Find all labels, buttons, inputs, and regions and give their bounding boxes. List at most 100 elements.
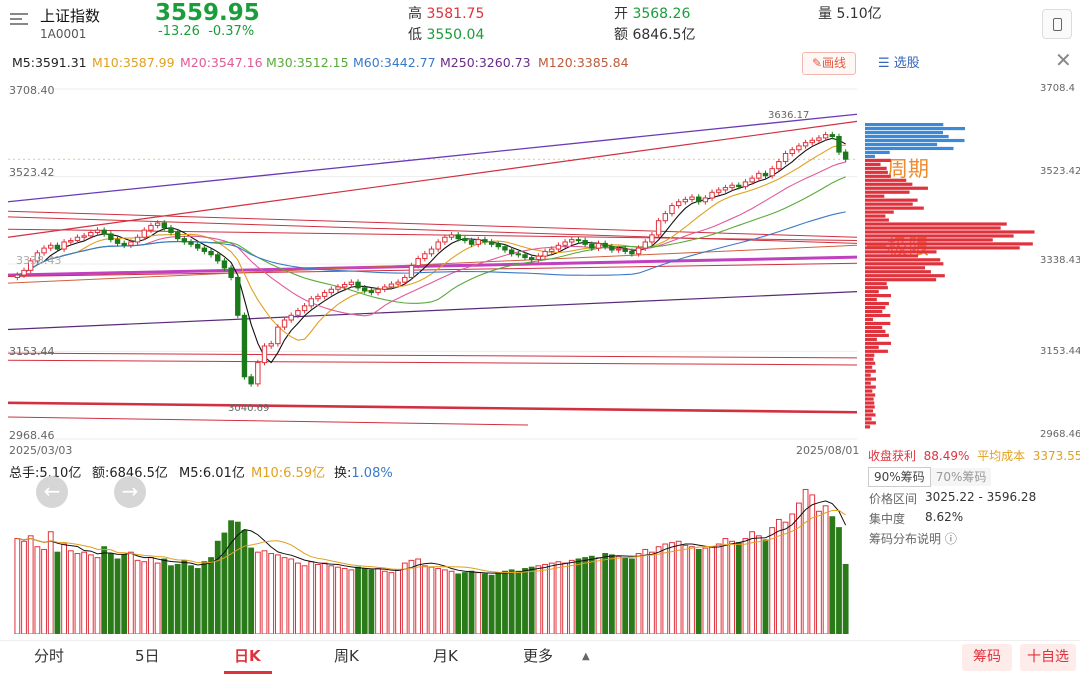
ma30-legend: M30:3512.15 [266, 55, 349, 70]
candle-body [74, 236, 81, 242]
landscape-toggle-button[interactable] [1042, 9, 1072, 39]
volume-bar [114, 558, 121, 634]
volume-bar [441, 569, 448, 634]
tab-intraday[interactable]: 分时 [34, 647, 65, 665]
tab-daily-k[interactable]: 日K [234, 647, 261, 665]
volume-bar [842, 563, 849, 634]
volume-bar [762, 539, 769, 634]
chip-bar [865, 170, 888, 174]
volume-bar [782, 521, 789, 634]
close-icon[interactable]: ✕ [1055, 48, 1072, 72]
chip-bar [865, 194, 885, 198]
chip-bar [865, 357, 874, 361]
chip-bar [865, 381, 871, 385]
candle-body [475, 239, 481, 245]
volume-bar [154, 562, 161, 634]
chip-bar [865, 238, 993, 242]
chips-button[interactable]: 筹码 [962, 644, 1012, 671]
chip-help-link[interactable]: 筹码分布说明 ⓘ [869, 530, 957, 547]
chip-bar [865, 166, 887, 170]
candle-body [609, 246, 615, 251]
tab-5day[interactable]: 5日 [135, 647, 160, 665]
menu-icon[interactable] [10, 13, 28, 25]
caret-up-icon[interactable]: ▲ [582, 651, 590, 662]
tab-70-chips[interactable]: 70%筹码 [930, 468, 992, 486]
high-stat: 高 3581.75 [408, 3, 484, 23]
volume-bar [87, 554, 94, 634]
candle-body [742, 181, 749, 188]
candle-body [589, 243, 595, 249]
draw-line-label: 画线 [822, 56, 847, 70]
candle-body [81, 235, 87, 238]
volume-bar [221, 532, 228, 634]
candle-body [649, 234, 655, 243]
turnover-value: 1.08% [351, 466, 393, 481]
candlestick-chart[interactable] [8, 83, 857, 440]
volume-chart[interactable] [8, 480, 857, 634]
tab-more[interactable]: 更多 [523, 647, 554, 665]
chip-y-c: 3153.44 [1040, 346, 1080, 357]
stock-code: 1A0001 [40, 27, 87, 41]
candle-body [662, 213, 668, 222]
volume-bar [355, 566, 361, 634]
add-watchlist-button[interactable]: 十自选 [1020, 644, 1076, 671]
candle-body [281, 319, 288, 328]
candle-body [782, 153, 789, 163]
stock-pick-label: 选股 [893, 56, 920, 71]
volume-bar [174, 563, 181, 634]
chip-bar [865, 190, 910, 194]
trend-line [8, 255, 857, 277]
scroll-left-button[interactable]: ← [36, 476, 68, 508]
stock-name: 上证指数 [40, 7, 101, 25]
volume-bar [361, 568, 368, 634]
candle-body [201, 247, 208, 252]
candle-body [134, 236, 141, 243]
candle-body [729, 184, 735, 189]
candle-body [382, 286, 388, 290]
tab-monthly-k[interactable]: 月K [433, 647, 458, 665]
chip-bar [865, 421, 876, 425]
chip-bar [865, 134, 949, 139]
volume-bar [121, 554, 128, 634]
scroll-right-button[interactable]: → [114, 476, 146, 508]
chip-bar [865, 282, 887, 286]
chip-bar [865, 333, 889, 337]
amount-value: 6846.5亿 [632, 27, 696, 43]
volume-bar [669, 542, 675, 634]
pencil-icon: ✎ [811, 56, 823, 70]
volume-bar [508, 569, 515, 634]
chip-bar [865, 158, 891, 162]
volume-bar [655, 546, 662, 634]
low-label: 低 [408, 27, 422, 43]
chip-bar [865, 377, 876, 381]
tab-weekly-k[interactable]: 周K [334, 647, 359, 665]
candle-body [502, 246, 508, 251]
candle-body [428, 248, 435, 255]
chip-bar [865, 325, 883, 330]
volume-bar [401, 562, 408, 634]
volume-bar [722, 538, 729, 634]
volume-bar [802, 488, 809, 634]
trough-label: 3040.69 [228, 403, 270, 414]
chip-bar [865, 329, 886, 334]
volume-bar [228, 520, 234, 634]
chip-bar [865, 162, 881, 166]
date-end: 2025/08/01 [796, 444, 860, 457]
candle-body [408, 265, 415, 278]
candle-body [575, 239, 582, 242]
chip-bar [865, 389, 873, 393]
trend-line [8, 113, 857, 203]
tab-90-chips[interactable]: 90%筹码 [868, 467, 931, 487]
draw-line-button[interactable]: ✎画线 [802, 52, 856, 75]
stock-pick-button[interactable]: ☰ 选股 [878, 52, 920, 71]
candle-body [769, 168, 775, 177]
candle-body [341, 284, 348, 288]
volume-bar [829, 516, 836, 634]
candle-body [515, 253, 522, 256]
candle-body [776, 161, 782, 170]
volume-bar [74, 553, 81, 634]
ma20-legend: M20:3547.16 [180, 55, 263, 70]
volume-bar [148, 557, 154, 634]
ma20-line [17, 161, 846, 317]
candle-body [448, 234, 455, 238]
